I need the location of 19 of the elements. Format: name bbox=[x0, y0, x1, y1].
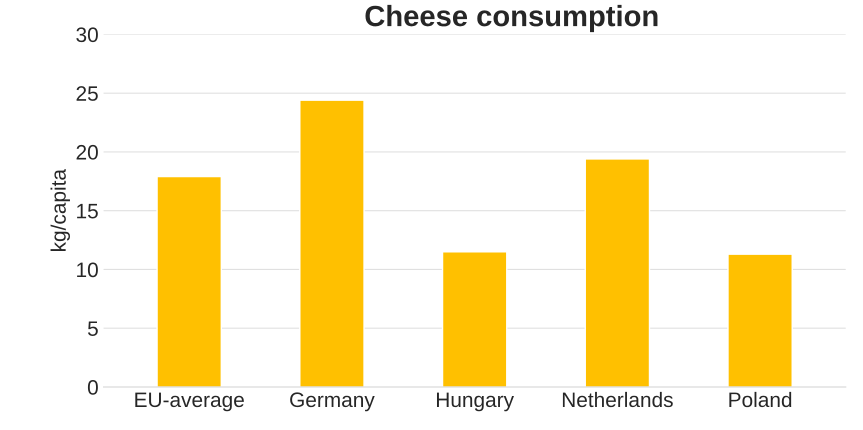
y-tick-label: 25 bbox=[76, 86, 98, 101]
bar bbox=[584, 158, 650, 387]
x-tick-label: Hungary bbox=[436, 392, 514, 412]
y-tick-label: 5 bbox=[88, 321, 98, 336]
x-tick-label: Germany bbox=[290, 392, 375, 412]
y-tick-label: 30 bbox=[76, 27, 98, 42]
chart-title: Cheese consumption bbox=[365, 4, 658, 32]
bar bbox=[299, 100, 365, 387]
y-tick-label: 10 bbox=[77, 262, 98, 278]
x-tick-label: EU-average bbox=[135, 392, 244, 412]
bar bbox=[156, 176, 222, 387]
x-tick-label: Poland bbox=[729, 392, 792, 408]
x-tick-label: Netherlands bbox=[562, 392, 673, 408]
y-tick-label: 20 bbox=[76, 144, 98, 160]
bar bbox=[727, 253, 793, 387]
y-axis-title: kg/capita bbox=[50, 169, 70, 251]
y-tick-label: 15 bbox=[77, 204, 98, 218]
y-tick-label: 0 bbox=[88, 380, 98, 395]
bar bbox=[442, 251, 508, 387]
